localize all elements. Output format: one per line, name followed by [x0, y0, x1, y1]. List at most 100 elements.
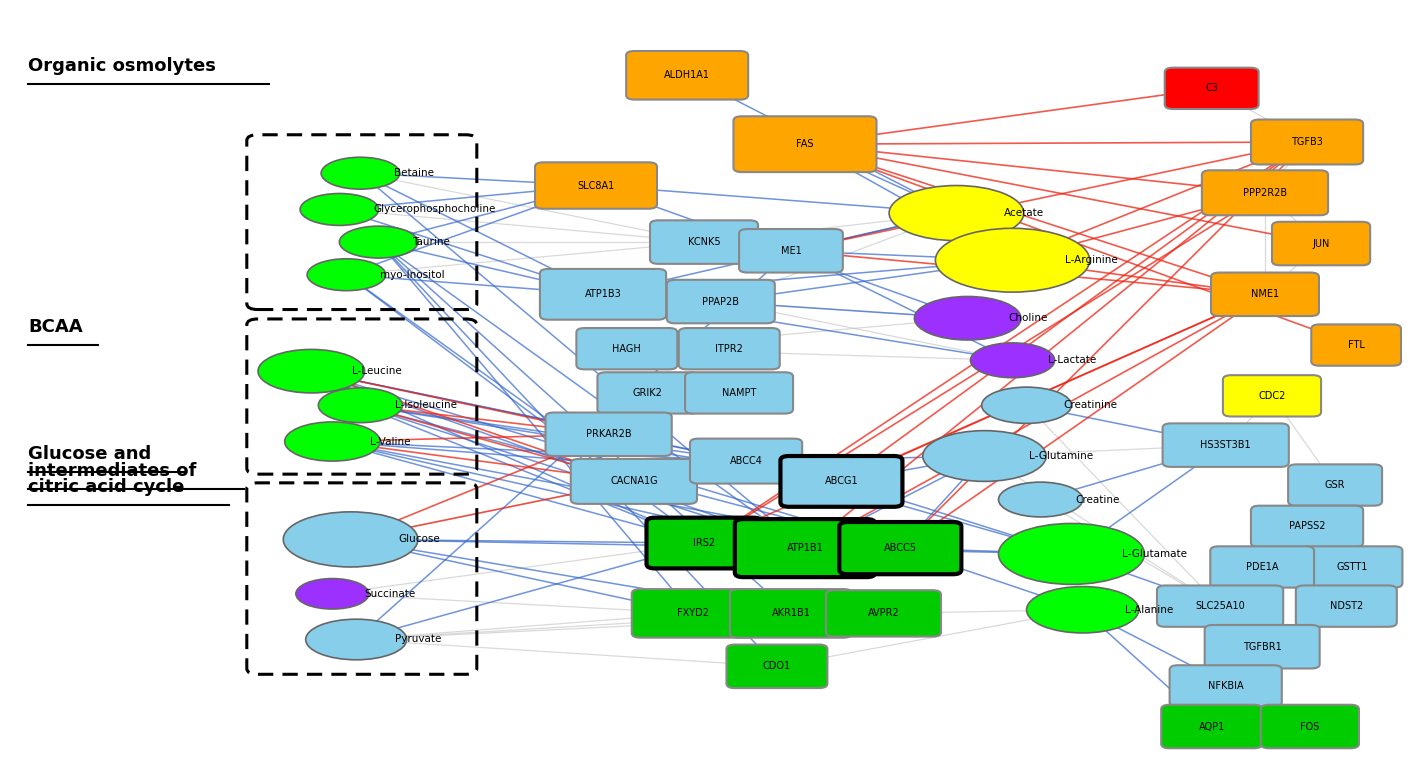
Text: SLC8A1: SLC8A1	[577, 180, 615, 190]
Text: Betaine: Betaine	[394, 168, 434, 178]
Text: GSTT1: GSTT1	[1336, 562, 1367, 572]
Text: PRKAR2B: PRKAR2B	[586, 430, 631, 439]
Text: NDST2: NDST2	[1329, 601, 1363, 611]
FancyBboxPatch shape	[1211, 272, 1319, 316]
Text: HAGH: HAGH	[612, 344, 641, 354]
Ellipse shape	[1026, 587, 1139, 633]
FancyBboxPatch shape	[667, 280, 774, 324]
Text: L-Leucine: L-Leucine	[352, 366, 401, 376]
Text: Taurine: Taurine	[413, 237, 451, 247]
Text: L-Alanine: L-Alanine	[1125, 604, 1173, 615]
FancyBboxPatch shape	[780, 456, 903, 507]
Text: TGFBR1: TGFBR1	[1243, 642, 1281, 652]
Text: PPAP2B: PPAP2B	[703, 297, 739, 307]
Text: NFKBIA: NFKBIA	[1208, 681, 1243, 691]
FancyBboxPatch shape	[1157, 585, 1283, 627]
Ellipse shape	[970, 343, 1055, 377]
FancyBboxPatch shape	[535, 163, 658, 209]
FancyBboxPatch shape	[734, 117, 877, 172]
Text: L-Valine: L-Valine	[370, 436, 411, 446]
FancyBboxPatch shape	[539, 269, 666, 320]
FancyBboxPatch shape	[597, 372, 698, 413]
Ellipse shape	[307, 258, 386, 291]
Ellipse shape	[321, 157, 400, 189]
FancyBboxPatch shape	[839, 522, 962, 574]
FancyBboxPatch shape	[729, 589, 852, 637]
Text: GRIK2: GRIK2	[634, 388, 663, 398]
Ellipse shape	[339, 226, 418, 258]
Ellipse shape	[283, 512, 418, 567]
Text: CACNA1G: CACNA1G	[610, 476, 658, 486]
Text: intermediates of: intermediates of	[28, 462, 196, 480]
Text: Glucose and: Glucose and	[28, 445, 151, 463]
FancyBboxPatch shape	[1295, 585, 1397, 627]
Text: ME1: ME1	[780, 245, 801, 255]
Text: citric acid cycle: citric acid cycle	[28, 479, 184, 496]
Text: myo-Inositol: myo-Inositol	[380, 270, 445, 280]
FancyBboxPatch shape	[735, 519, 876, 577]
Text: Organic osmolytes: Organic osmolytes	[28, 58, 215, 75]
Ellipse shape	[888, 186, 1024, 241]
Text: Pyruvate: Pyruvate	[396, 634, 442, 644]
FancyBboxPatch shape	[1224, 375, 1321, 416]
Text: CDC2: CDC2	[1259, 391, 1286, 401]
Ellipse shape	[914, 297, 1021, 340]
Text: L-Arginine: L-Arginine	[1064, 255, 1118, 265]
Text: C3: C3	[1205, 84, 1218, 94]
FancyBboxPatch shape	[826, 590, 941, 637]
FancyBboxPatch shape	[739, 229, 843, 272]
Text: FXYD2: FXYD2	[677, 608, 708, 618]
Ellipse shape	[922, 430, 1046, 482]
Text: L-Glutamate: L-Glutamate	[1122, 549, 1187, 559]
Text: FOS: FOS	[1300, 722, 1319, 732]
Text: Creatine: Creatine	[1076, 495, 1119, 505]
Text: AQP1: AQP1	[1198, 722, 1225, 732]
Text: IRS2: IRS2	[693, 538, 715, 548]
Text: NME1: NME1	[1250, 289, 1278, 299]
Ellipse shape	[998, 523, 1145, 584]
FancyBboxPatch shape	[679, 328, 780, 370]
FancyBboxPatch shape	[650, 220, 758, 264]
FancyBboxPatch shape	[1260, 705, 1359, 749]
FancyBboxPatch shape	[1288, 464, 1383, 505]
Ellipse shape	[258, 350, 365, 393]
FancyBboxPatch shape	[686, 372, 793, 413]
Text: PDE1A: PDE1A	[1246, 562, 1278, 572]
FancyBboxPatch shape	[1311, 324, 1401, 366]
Text: PPP2R2B: PPP2R2B	[1243, 188, 1287, 198]
Text: ATP1B1: ATP1B1	[787, 543, 824, 553]
FancyBboxPatch shape	[1164, 67, 1259, 109]
Text: AVPR2: AVPR2	[867, 608, 900, 618]
Text: Glycerophosphocholine: Glycerophosphocholine	[373, 205, 496, 215]
Ellipse shape	[318, 388, 403, 423]
Text: PAPSS2: PAPSS2	[1288, 522, 1325, 532]
Text: Acetate: Acetate	[1004, 208, 1045, 218]
FancyBboxPatch shape	[727, 644, 828, 688]
Text: ABCC4: ABCC4	[729, 456, 763, 466]
Text: ALDH1A1: ALDH1A1	[665, 71, 710, 81]
Ellipse shape	[300, 193, 379, 225]
Text: L-Isoleucine: L-Isoleucine	[396, 400, 458, 410]
Text: L-Lactate: L-Lactate	[1048, 355, 1095, 365]
Text: Creatinine: Creatinine	[1063, 400, 1117, 410]
FancyBboxPatch shape	[1202, 170, 1328, 216]
Text: ABCC5: ABCC5	[884, 543, 917, 553]
Ellipse shape	[981, 387, 1071, 423]
FancyBboxPatch shape	[576, 328, 677, 370]
FancyBboxPatch shape	[1162, 705, 1262, 749]
Text: ABCG1: ABCG1	[825, 476, 859, 486]
FancyBboxPatch shape	[1211, 546, 1314, 588]
FancyBboxPatch shape	[1271, 222, 1370, 265]
FancyBboxPatch shape	[1163, 423, 1288, 467]
Text: JUN: JUN	[1312, 239, 1329, 249]
Text: ATP1B3: ATP1B3	[584, 289, 621, 299]
Ellipse shape	[998, 482, 1083, 517]
Text: SLC25A10: SLC25A10	[1195, 601, 1245, 611]
Text: ITPR2: ITPR2	[715, 344, 743, 354]
Text: FAS: FAS	[797, 139, 814, 150]
Text: Glucose: Glucose	[398, 535, 441, 545]
Text: CDO1: CDO1	[763, 661, 791, 671]
Text: BCAA: BCAA	[28, 318, 83, 336]
FancyBboxPatch shape	[646, 518, 762, 568]
Text: FTL: FTL	[1347, 340, 1364, 350]
